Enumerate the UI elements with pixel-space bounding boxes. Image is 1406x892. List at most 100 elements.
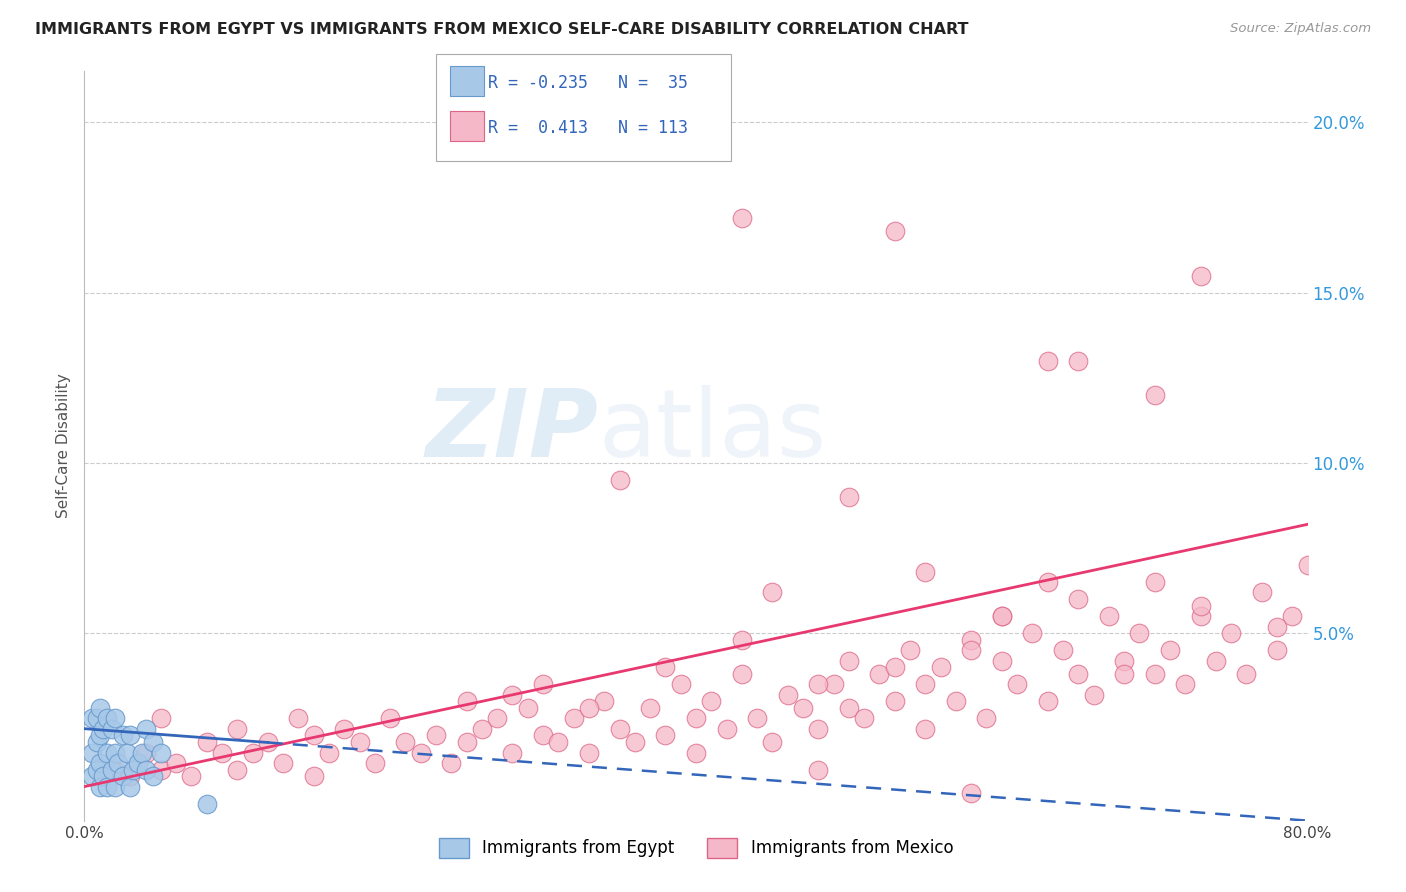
Text: ZIP: ZIP xyxy=(425,385,598,477)
Point xyxy=(104,746,127,760)
Point xyxy=(242,746,264,760)
Point xyxy=(654,729,676,743)
Text: IMMIGRANTS FROM EGYPT VS IMMIGRANTS FROM MEXICO SELF-CARE DISABILITY CORRELATION: IMMIGRANTS FROM EGYPT VS IMMIGRANTS FROM… xyxy=(35,22,969,37)
Point xyxy=(838,701,860,715)
Point xyxy=(1250,585,1272,599)
Point xyxy=(1067,354,1090,368)
Point xyxy=(945,694,967,708)
Point xyxy=(135,722,157,736)
Point xyxy=(578,701,600,715)
Point xyxy=(89,780,111,794)
Point xyxy=(89,729,111,743)
Point xyxy=(578,746,600,760)
Point xyxy=(1265,619,1288,633)
Text: Source: ZipAtlas.com: Source: ZipAtlas.com xyxy=(1230,22,1371,36)
Point xyxy=(333,722,356,736)
Point xyxy=(135,746,157,760)
Point xyxy=(287,711,309,725)
Point xyxy=(1036,575,1059,590)
Point xyxy=(1174,677,1197,691)
Point xyxy=(1143,575,1166,590)
Y-axis label: Self-Care Disability: Self-Care Disability xyxy=(56,374,72,518)
Point xyxy=(991,609,1014,624)
Point xyxy=(792,701,814,715)
Point xyxy=(1021,626,1043,640)
Point xyxy=(838,654,860,668)
Point xyxy=(120,729,142,743)
Point xyxy=(486,711,509,725)
Point xyxy=(685,711,707,725)
Point xyxy=(1236,667,1258,681)
Point xyxy=(669,677,692,691)
Point xyxy=(869,667,891,681)
Point xyxy=(96,711,118,725)
Point xyxy=(1067,667,1090,681)
Point xyxy=(1005,677,1028,691)
Point xyxy=(122,763,145,777)
Point xyxy=(991,654,1014,668)
Point xyxy=(180,769,202,783)
Point xyxy=(838,490,860,504)
Point xyxy=(115,746,138,760)
Point xyxy=(104,780,127,794)
Point xyxy=(991,609,1014,624)
Point xyxy=(685,746,707,760)
Point xyxy=(731,667,754,681)
Point xyxy=(960,786,983,800)
Point xyxy=(1143,388,1166,402)
Point xyxy=(547,735,569,749)
Point xyxy=(380,711,402,725)
Point xyxy=(502,688,524,702)
Point xyxy=(960,643,983,657)
Point xyxy=(562,711,585,725)
Point xyxy=(853,711,876,725)
Point xyxy=(394,735,416,749)
Point xyxy=(111,729,134,743)
Point xyxy=(120,769,142,783)
Point xyxy=(654,660,676,674)
Point xyxy=(142,769,165,783)
Point xyxy=(80,769,103,783)
Point xyxy=(149,746,172,760)
Point xyxy=(624,735,647,749)
Point xyxy=(929,660,952,674)
Point xyxy=(1114,667,1136,681)
Point xyxy=(1052,643,1074,657)
Point xyxy=(1159,643,1181,657)
Point xyxy=(86,735,108,749)
Point xyxy=(1189,599,1212,613)
Point xyxy=(1281,609,1303,624)
Point xyxy=(638,701,661,715)
Point xyxy=(531,677,554,691)
Point xyxy=(101,763,124,777)
Text: atlas: atlas xyxy=(598,385,827,477)
Point xyxy=(609,473,631,487)
Point xyxy=(1098,609,1121,624)
Point xyxy=(1083,688,1105,702)
Point xyxy=(1128,626,1150,640)
Point xyxy=(91,722,114,736)
Point xyxy=(104,711,127,725)
Point xyxy=(883,660,905,674)
Point xyxy=(111,769,134,783)
Point xyxy=(1189,268,1212,283)
Point xyxy=(1220,626,1243,640)
Point xyxy=(86,711,108,725)
Point xyxy=(127,756,149,770)
Point xyxy=(149,763,172,777)
Point xyxy=(1036,694,1059,708)
Point xyxy=(716,722,738,736)
Point xyxy=(960,633,983,648)
Point xyxy=(149,711,172,725)
Point xyxy=(318,746,340,760)
Point xyxy=(1296,558,1319,573)
Legend: Immigrants from Egypt, Immigrants from Mexico: Immigrants from Egypt, Immigrants from M… xyxy=(432,831,960,864)
Point xyxy=(700,694,723,708)
Point xyxy=(96,746,118,760)
Point xyxy=(349,735,371,749)
Point xyxy=(747,711,769,725)
Point xyxy=(531,729,554,743)
Point xyxy=(271,756,294,770)
Point xyxy=(456,735,478,749)
Point xyxy=(131,746,153,760)
